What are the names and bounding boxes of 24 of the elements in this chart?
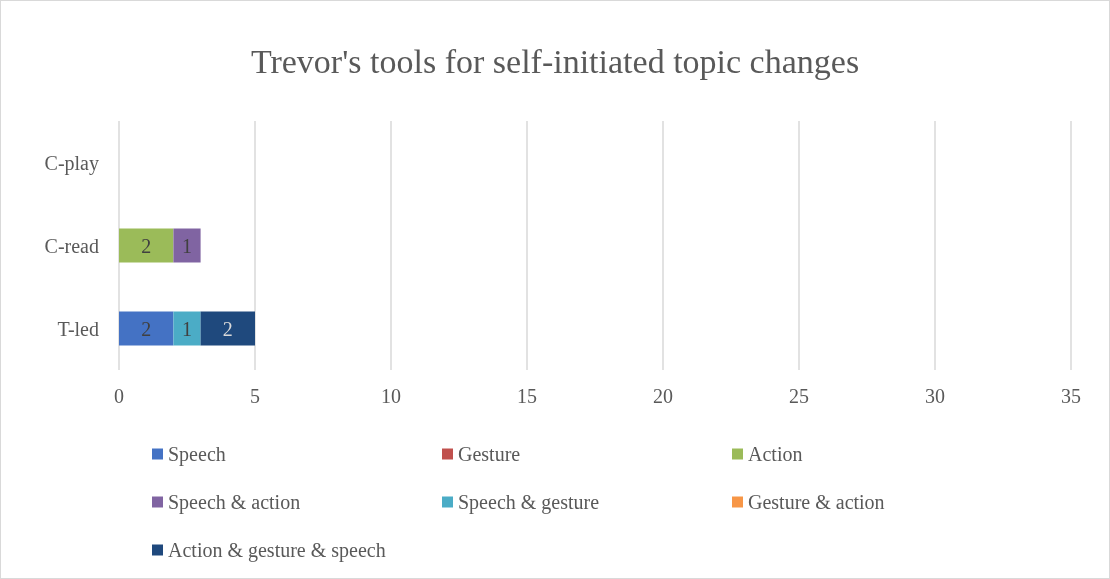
data-label: 1 xyxy=(182,234,192,257)
data-label: 2 xyxy=(141,317,152,340)
legend-label: Action & gesture & speech xyxy=(168,539,386,562)
x-tick-label: 35 xyxy=(1061,385,1081,407)
y-tick-label: C-play xyxy=(44,151,99,175)
data-label: 1 xyxy=(182,317,192,340)
legend-label: Gesture xyxy=(458,443,521,465)
legend-label: Speech & action xyxy=(168,491,301,514)
x-tick-label: 10 xyxy=(381,385,401,407)
x-tick-label: 15 xyxy=(517,385,537,407)
x-tick-label: 5 xyxy=(250,385,260,407)
x-tick-label: 0 xyxy=(114,385,124,407)
x-tick-label: 20 xyxy=(653,385,673,407)
legend-label: Gesture & action xyxy=(748,491,885,513)
legend-label: Speech & gesture xyxy=(458,491,600,514)
chart-title: Trevor's tools for self-initiated topic changes xyxy=(250,42,860,80)
y-tick-label: C-read xyxy=(44,234,99,257)
x-tick-label: 30 xyxy=(925,385,945,407)
legend-label: Speech xyxy=(168,443,226,466)
x-tick-label: 25 xyxy=(789,385,809,407)
data-label: 2 xyxy=(141,234,152,257)
data-label: 2 xyxy=(222,317,233,340)
y-tick-label: T-led xyxy=(57,317,99,340)
legend-label: Action xyxy=(748,443,803,465)
